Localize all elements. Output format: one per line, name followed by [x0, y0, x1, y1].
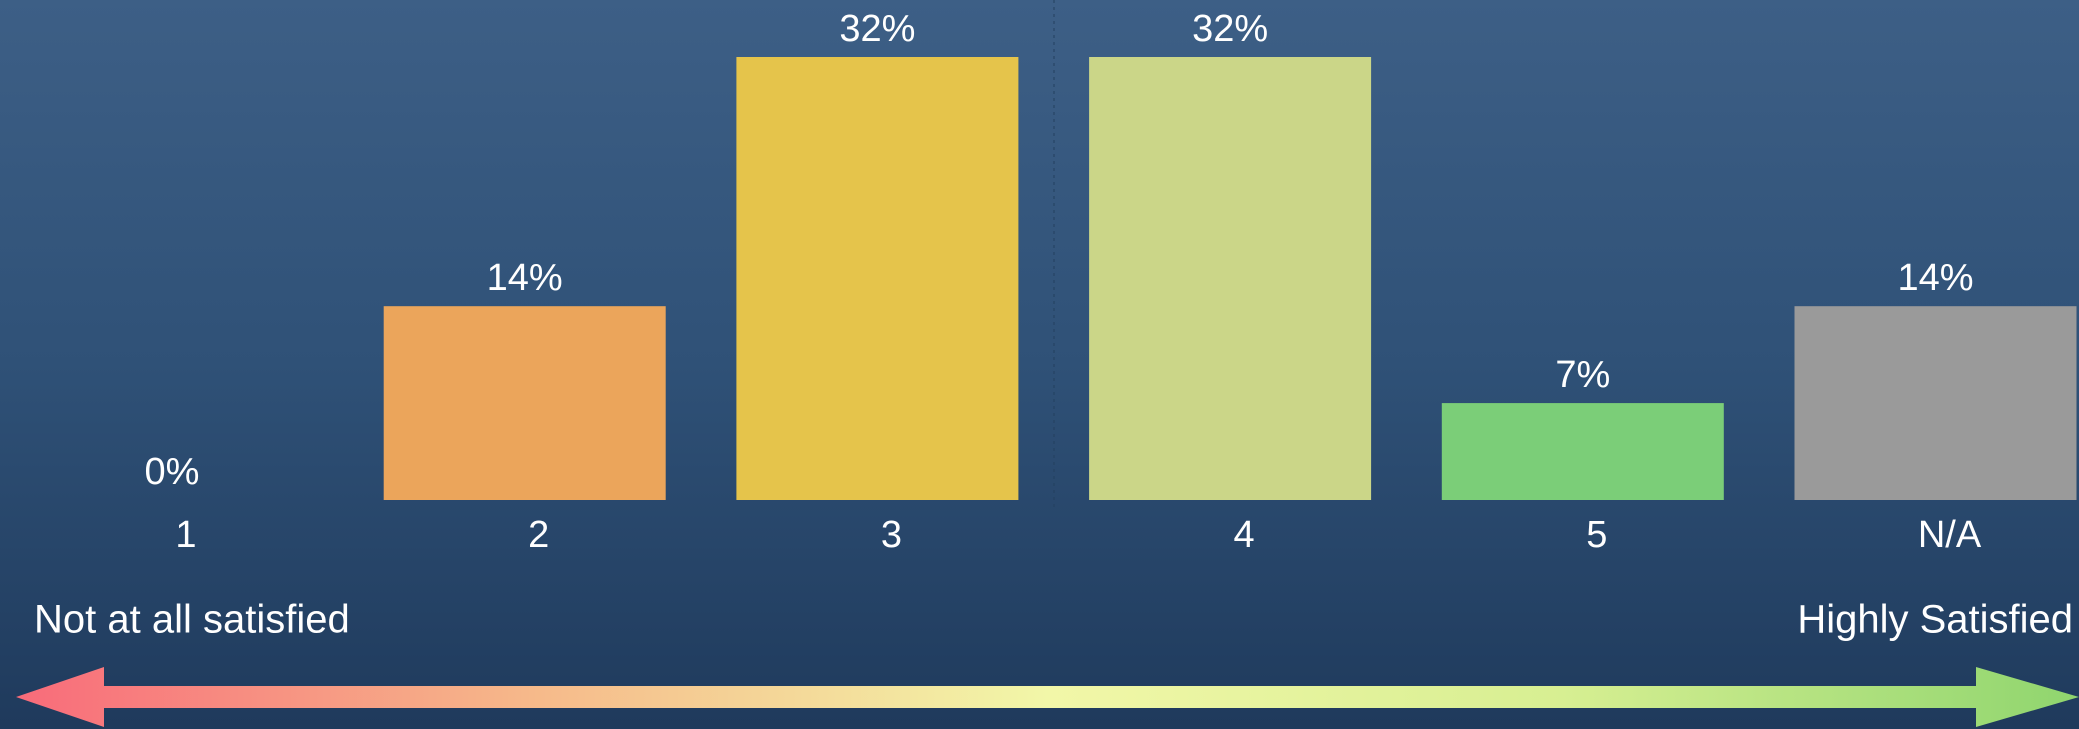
bar	[1441, 403, 1724, 500]
x-tick-label: 5	[1586, 514, 1607, 556]
value-label: 7%	[1555, 354, 1610, 396]
value-label: 32%	[1192, 8, 1268, 50]
value-label: 14%	[1897, 257, 1973, 299]
bar	[736, 57, 1019, 500]
value-label: 14%	[487, 257, 563, 299]
bar	[1794, 306, 2077, 500]
right-annotation: Highly Satisfied	[1797, 598, 2073, 642]
left-annotation: Not at all satisfied	[34, 598, 350, 642]
x-tick-label: 4	[1234, 514, 1255, 556]
scale-arrow	[16, 667, 2079, 727]
x-tick-label: 3	[881, 514, 902, 556]
x-tick-label: N/A	[1918, 514, 1982, 556]
x-tick-label: 2	[528, 514, 549, 556]
bar	[383, 306, 666, 500]
value-label: 0%	[145, 451, 200, 493]
value-label: 32%	[839, 8, 915, 50]
x-tick-label: 1	[175, 514, 196, 556]
bar	[1089, 57, 1372, 500]
